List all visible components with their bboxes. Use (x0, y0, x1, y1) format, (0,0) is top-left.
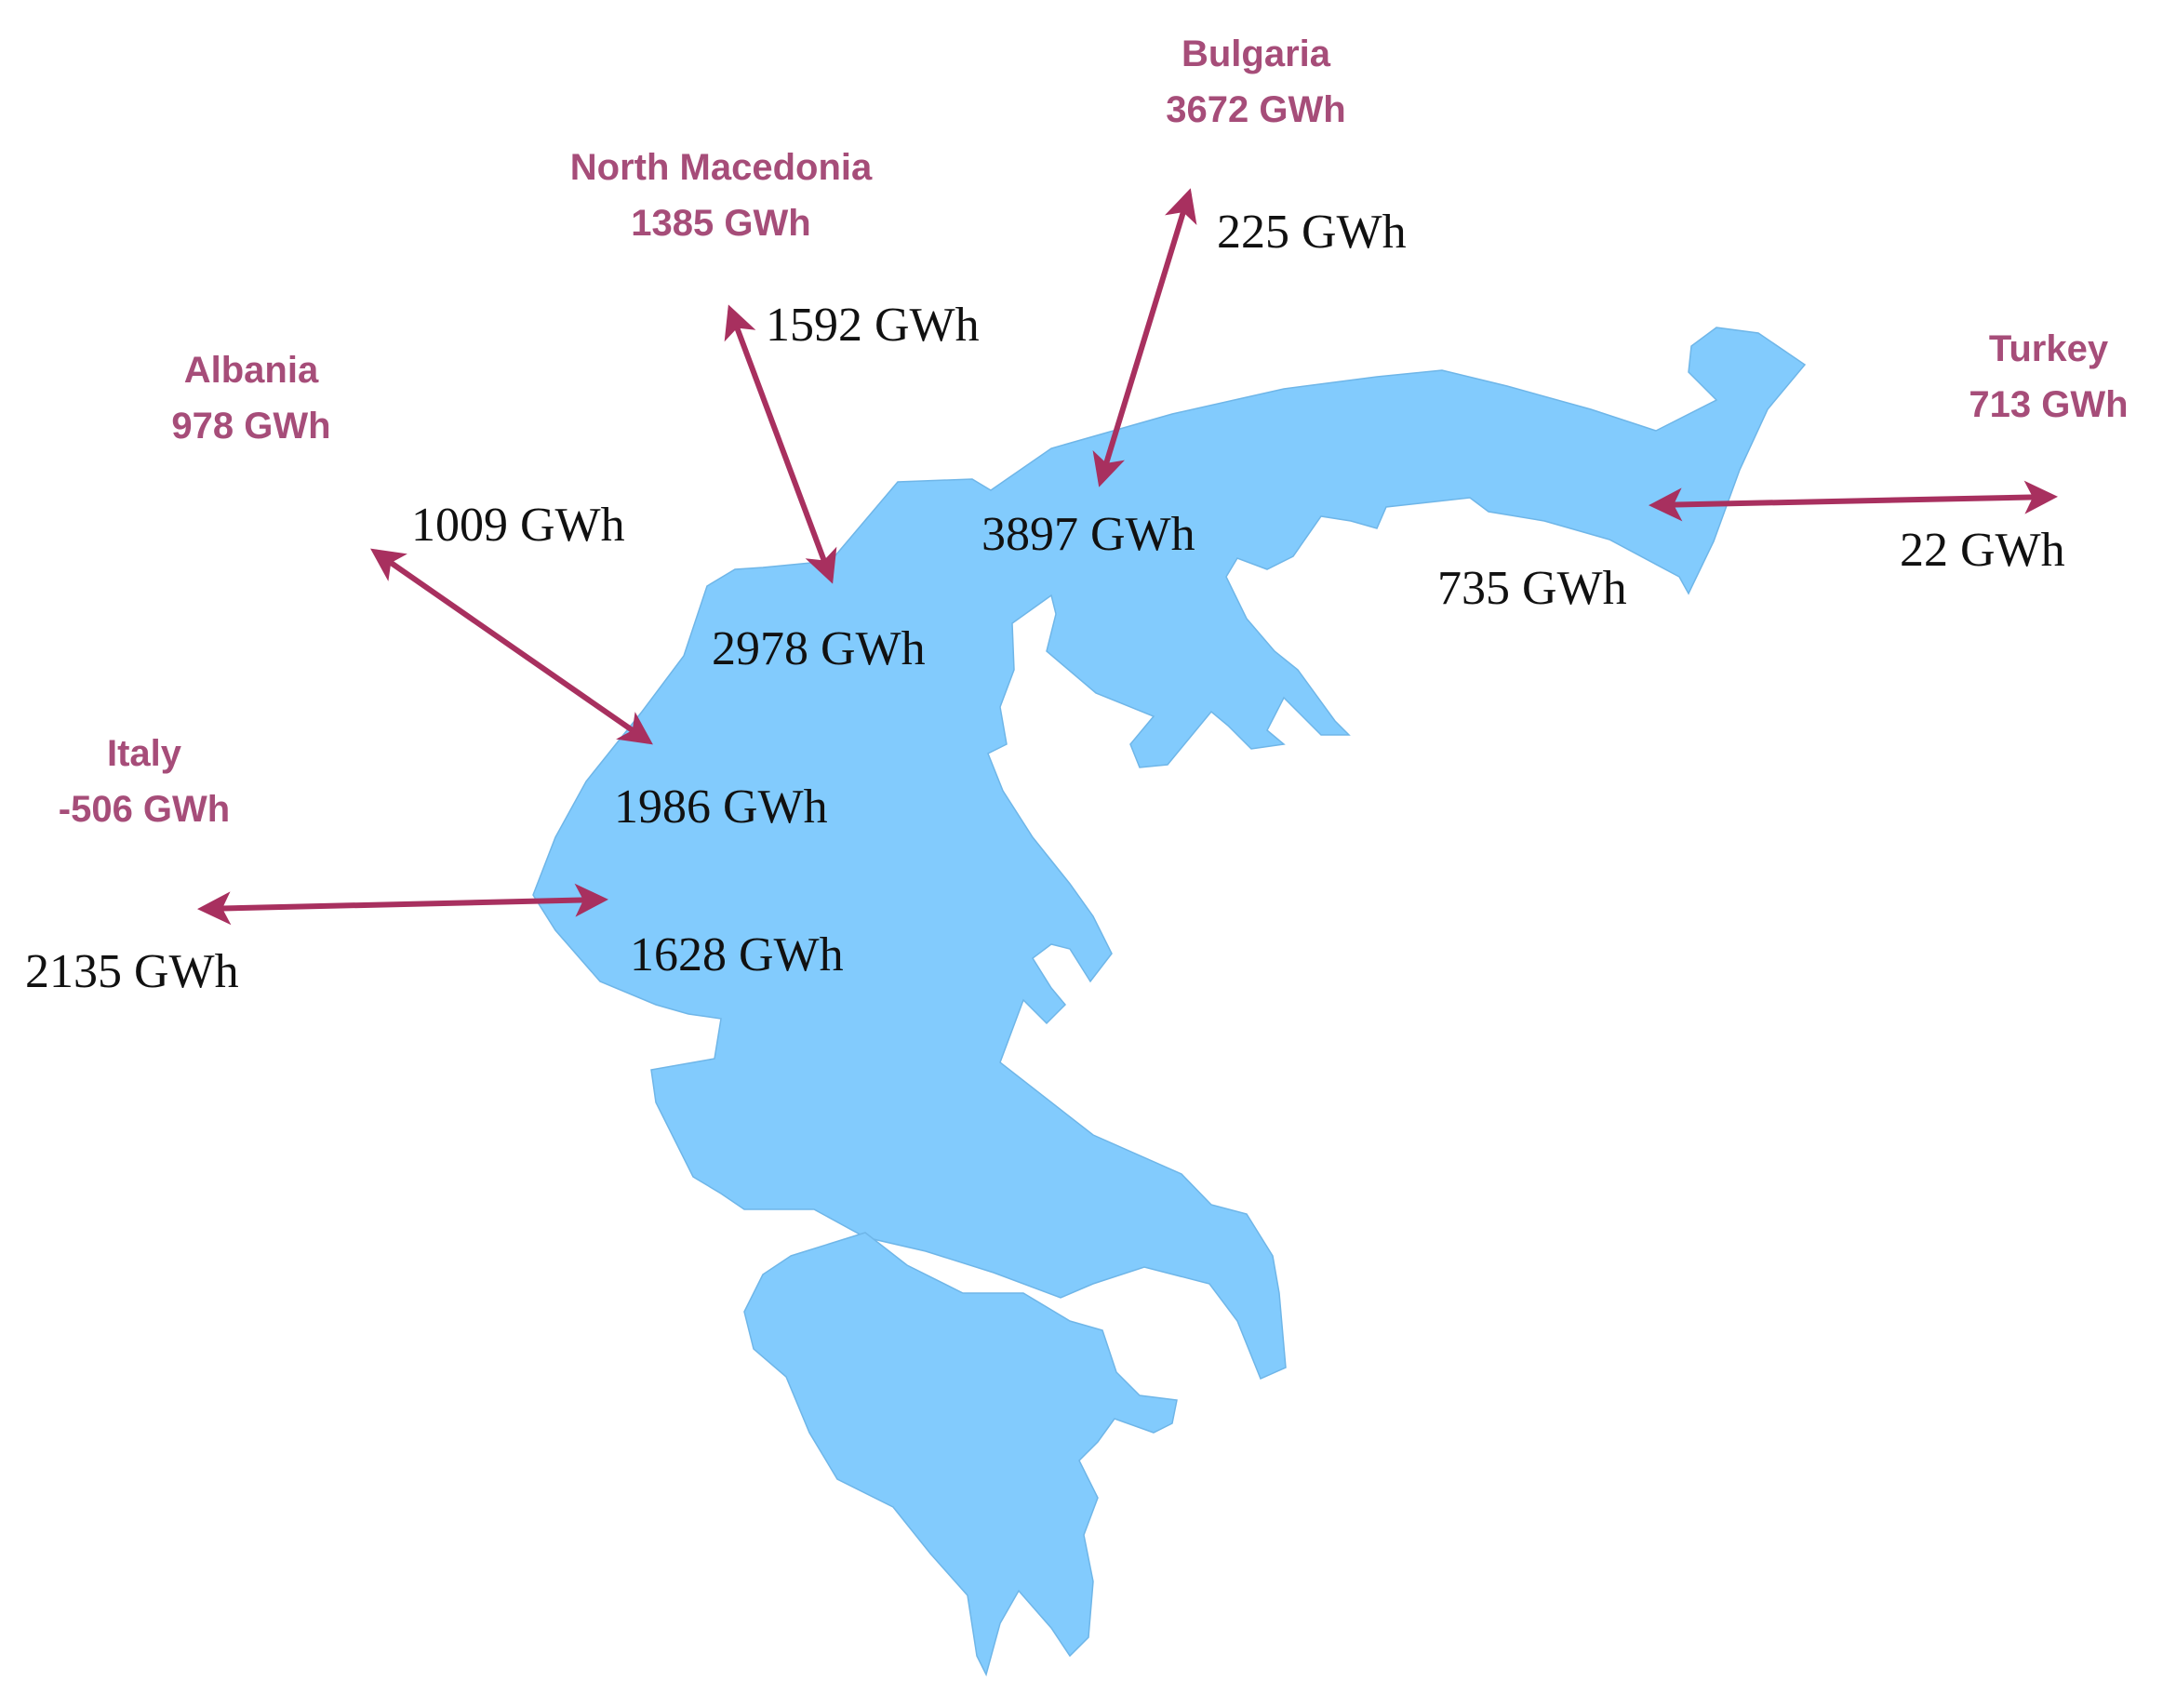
country-label-italy: Italy -506 GWh (59, 726, 230, 837)
flow-label-albania: 1009 GWh (411, 499, 625, 552)
country-name-north-macedonia: North Macedonia (569, 147, 873, 188)
country-label-albania: Albania 978 GWh (171, 342, 330, 454)
flow-label-turkey: 22 GWh (1900, 524, 2065, 577)
arrow-albania (370, 548, 653, 745)
country-value-bulgaria: 3672 GWh (1166, 89, 1346, 130)
mainland-greece-region (532, 327, 1807, 1381)
arrow-italy (197, 883, 608, 926)
arrow-turkey (1649, 480, 2058, 522)
arrow-north-macedonia (724, 304, 837, 584)
country-name-bulgaria: Bulgaria (1181, 33, 1331, 74)
country-name-albania: Albania (183, 350, 319, 391)
flow-label-italy: 2135 GWh (25, 945, 239, 998)
country-label-north-macedonia: North Macedonia 1385 GWh (570, 140, 872, 251)
zone-label-epirus: 1986 GWh (614, 781, 828, 834)
arrow-bulgaria (1092, 188, 1197, 487)
country-name-turkey: Turkey (1988, 328, 2109, 369)
country-value-north-macedonia: 1385 GWh (631, 203, 811, 244)
country-label-turkey: Turkey 713 GWh (1969, 321, 2128, 433)
zone-label-east-macedonia-thrace: 3897 GWh (981, 508, 1195, 561)
zone-label-macedonia: 2978 GWh (712, 622, 926, 675)
country-name-italy: Italy (106, 733, 182, 774)
zone-label-west-greece: 1628 GWh (630, 928, 844, 981)
zone-label-thrace-east: 735 GWh (1437, 562, 1627, 615)
country-value-albania: 978 GWh (171, 406, 331, 447)
peloponnese-region (743, 1232, 1178, 1677)
flow-label-north-macedonia: 1592 GWh (766, 299, 980, 352)
country-value-turkey: 713 GWh (1969, 384, 2129, 425)
flow-label-bulgaria: 225 GWh (1217, 206, 1407, 259)
country-label-bulgaria: Bulgaria 3672 GWh (1166, 26, 1345, 138)
country-value-italy: -506 GWh (58, 789, 231, 830)
